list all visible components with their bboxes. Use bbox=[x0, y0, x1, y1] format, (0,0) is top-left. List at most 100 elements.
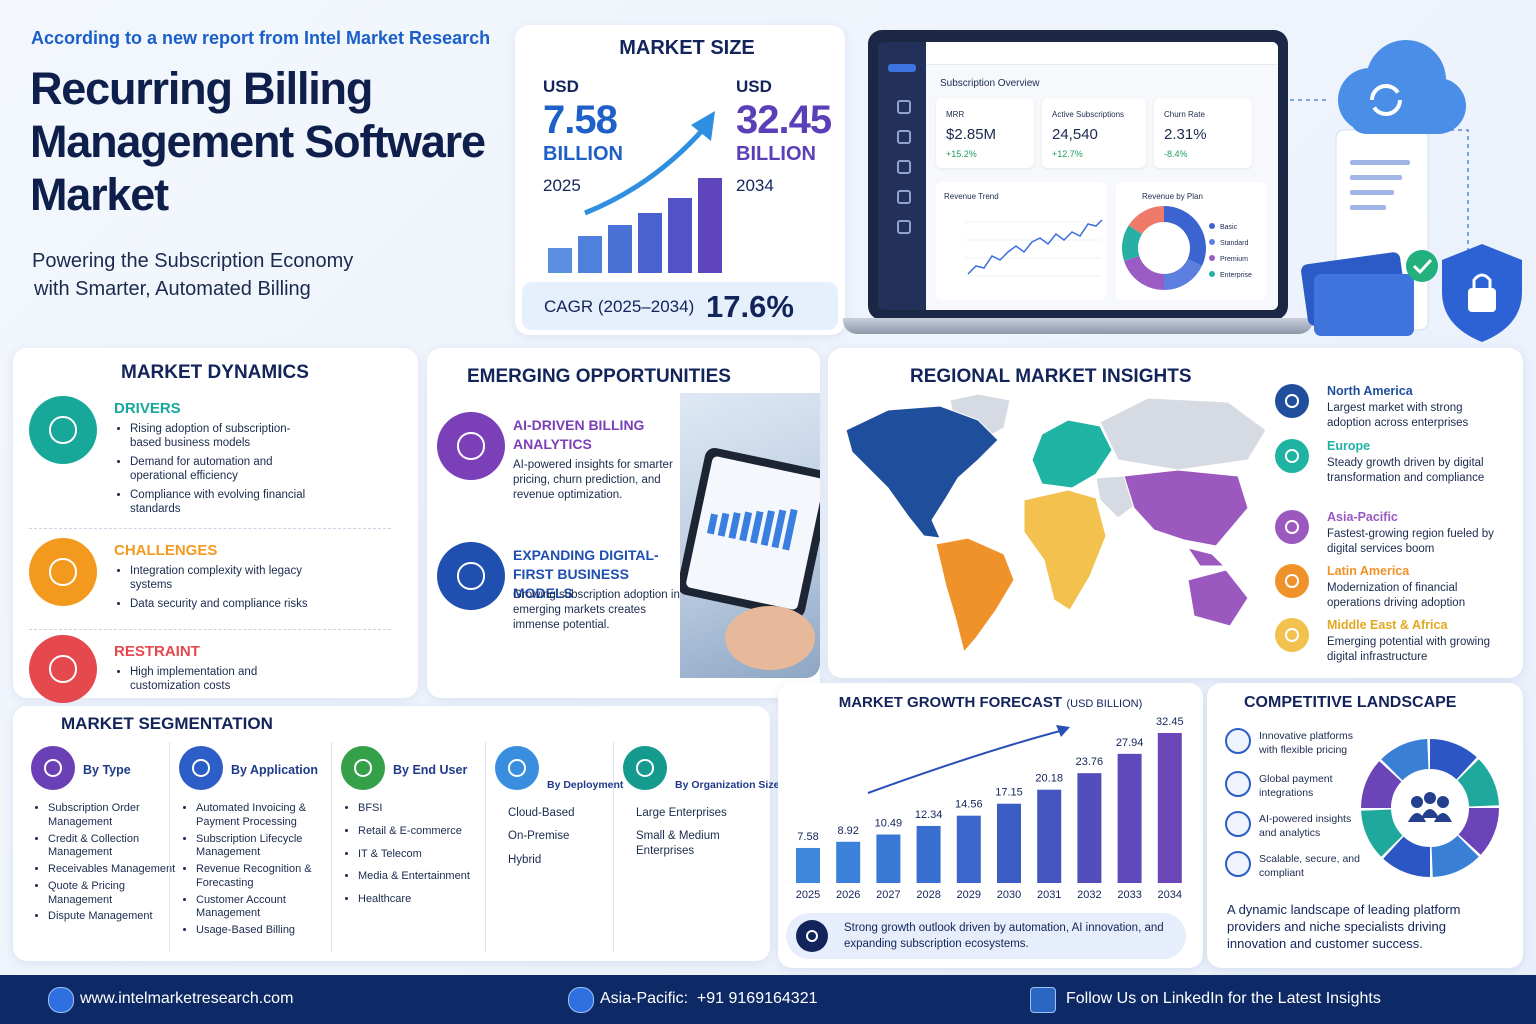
segment-item: IT & Telecom bbox=[358, 848, 494, 862]
map-australia bbox=[1187, 569, 1249, 627]
bullet-item: Demand for automation and operational ef… bbox=[130, 455, 315, 484]
graphic bbox=[964, 219, 1103, 277]
deco-dashed bbox=[1290, 99, 1469, 290]
x-tick-label: 2028 bbox=[916, 889, 940, 901]
growth-forecast: MARKET GROWTH FORECAST (USD BILLION) 7.5… bbox=[778, 683, 1203, 968]
graphic: 7.58 2025 8.92 2026 10.49 2027 12.34 2028 14.56 2… bbox=[796, 716, 1184, 901]
legend-label: Enterprise bbox=[1220, 272, 1252, 279]
value-label: 14.56 bbox=[955, 799, 983, 811]
regional-insights: REGIONAL MARKET INSIGHTS North America La… bbox=[828, 348, 1523, 678]
screen: Subscription Overview MRR $2.85M +15.2% Acti… bbox=[926, 42, 1278, 310]
bar bbox=[1117, 753, 1142, 883]
bullet-list: Integration complexity with legacy syste… bbox=[115, 564, 315, 615]
footer-icon bbox=[568, 987, 594, 1013]
value-label: 7.58 bbox=[797, 831, 818, 843]
legend-dot bbox=[1209, 239, 1215, 245]
currency: USD bbox=[543, 77, 579, 96]
sidebar-icon bbox=[897, 100, 911, 114]
deco-donut bbox=[1458, 807, 1499, 855]
kpi-change: +12.7% bbox=[1052, 149, 1083, 159]
deco-tablet-bar bbox=[706, 513, 718, 535]
item-text: AI-powered insights and analytics bbox=[1259, 813, 1352, 839]
main-title: Recurring Billing Management Software Ma… bbox=[30, 62, 486, 221]
deco-donut bbox=[1124, 255, 1165, 290]
deco-person-head bbox=[1437, 796, 1449, 808]
segment-list: Automated Invoicing & Payment Processing… bbox=[181, 802, 340, 941]
segment-heading: By Deployment bbox=[547, 779, 624, 791]
segment-item: Customer Account Management bbox=[196, 894, 340, 922]
icon-ring bbox=[1285, 628, 1299, 642]
kpi-value: 2.31% bbox=[1164, 126, 1207, 143]
icon-ring bbox=[49, 655, 77, 683]
footer-linkedin: Follow Us on LinkedIn for the Latest Ins… bbox=[1066, 990, 1381, 1007]
bullet-list: High implementation and customization co… bbox=[115, 665, 315, 698]
column-divider bbox=[331, 742, 332, 952]
kpi-value: $2.85M bbox=[946, 126, 997, 143]
market-dynamics: MARKET DYNAMICS DRIVERS Rising adoption o… bbox=[13, 348, 418, 703]
segment-heading: By Organization Size bbox=[675, 779, 780, 791]
illustration bbox=[1290, 30, 1536, 350]
value-label: 32.45 bbox=[1156, 716, 1184, 728]
chart-note: Strong growth outlook driven by automati… bbox=[844, 922, 1164, 950]
deco-doc-line bbox=[1350, 190, 1394, 195]
bullet-item: High implementation and customization co… bbox=[130, 665, 315, 694]
segment-item: Retail & E-commerce bbox=[358, 825, 494, 839]
value-label: 17.15 bbox=[995, 787, 1023, 799]
region-name: Asia-Pacific bbox=[1327, 510, 1398, 524]
bar bbox=[916, 825, 941, 883]
chart-subtitle: (USD BILLION) bbox=[1066, 698, 1143, 710]
panel-title: MARKET SEGMENTATION bbox=[61, 714, 273, 733]
map-middle-east bbox=[1095, 475, 1135, 519]
plan-title: Revenue by Plan bbox=[1142, 192, 1203, 201]
sidebar-icon bbox=[897, 220, 911, 234]
segment-item: Credit & Collection Management bbox=[48, 833, 178, 861]
deco-bar bbox=[698, 178, 722, 273]
deco-tablet-bar bbox=[771, 509, 787, 549]
market-size-card: MARKET SIZE USD 7.58 BILLION 2025 USD 32… bbox=[515, 25, 845, 335]
legend-label: Basic bbox=[1220, 224, 1238, 231]
laptop-base bbox=[843, 318, 1313, 334]
deco-arrow bbox=[867, 730, 1061, 794]
deco-tablet-bar bbox=[717, 512, 730, 537]
map-europe bbox=[1031, 419, 1113, 489]
bullet-item: Data security and compliance risks bbox=[130, 597, 315, 611]
icon-ring bbox=[1285, 520, 1299, 534]
segment-item: On-Premise bbox=[508, 830, 570, 843]
footer: www.intelmarketresearch.com Asia-Pacific… bbox=[0, 975, 1536, 1024]
item-text: Global payment integrations bbox=[1259, 773, 1333, 799]
deco-donut bbox=[1163, 258, 1203, 290]
deco-donut bbox=[1381, 739, 1430, 781]
deco-bar bbox=[638, 213, 662, 273]
deco-check-mark bbox=[1412, 258, 1433, 275]
bar bbox=[1077, 773, 1102, 883]
footer-phone: Asia-Pacific: +91 9169164321 bbox=[600, 990, 818, 1007]
segment-item: Subscription Lifecycle Management bbox=[196, 833, 340, 861]
note-box: Strong growth outlook driven by automati… bbox=[786, 913, 1186, 959]
size-value: 7.58 bbox=[543, 98, 618, 142]
bar bbox=[956, 815, 981, 883]
topbar bbox=[926, 42, 1278, 65]
value-label: 20.18 bbox=[1035, 773, 1063, 785]
icon-ring bbox=[49, 416, 77, 444]
sidebar bbox=[878, 42, 926, 310]
segment-item: Hybrid bbox=[508, 853, 542, 866]
deco-bar bbox=[578, 236, 602, 273]
segment-item: Healthcare bbox=[358, 893, 494, 907]
deco-donut bbox=[1163, 206, 1206, 266]
segment-item: Subscription Order Management bbox=[48, 802, 178, 830]
region-text: Fastest-growing region fueled by digital… bbox=[1327, 528, 1494, 555]
panel-title: COMPETITIVE LANDSCAPE bbox=[1244, 694, 1457, 711]
laptop: Subscription Overview MRR $2.85M +15.2% Acti… bbox=[868, 30, 1288, 320]
sidebar-icon bbox=[897, 130, 911, 144]
legend-label: Premium bbox=[1220, 256, 1248, 263]
icon-ring bbox=[805, 929, 819, 943]
graphic bbox=[680, 447, 820, 670]
footer-website: www.intelmarketresearch.com bbox=[80, 990, 294, 1007]
panel-title: MARKET DYNAMICS bbox=[121, 362, 309, 383]
column-divider bbox=[613, 742, 614, 952]
graphic bbox=[1361, 739, 1499, 877]
map-north-asia bbox=[1099, 397, 1267, 471]
deco-tablet-bar bbox=[728, 512, 741, 540]
x-tick-label: 2031 bbox=[1037, 889, 1061, 901]
